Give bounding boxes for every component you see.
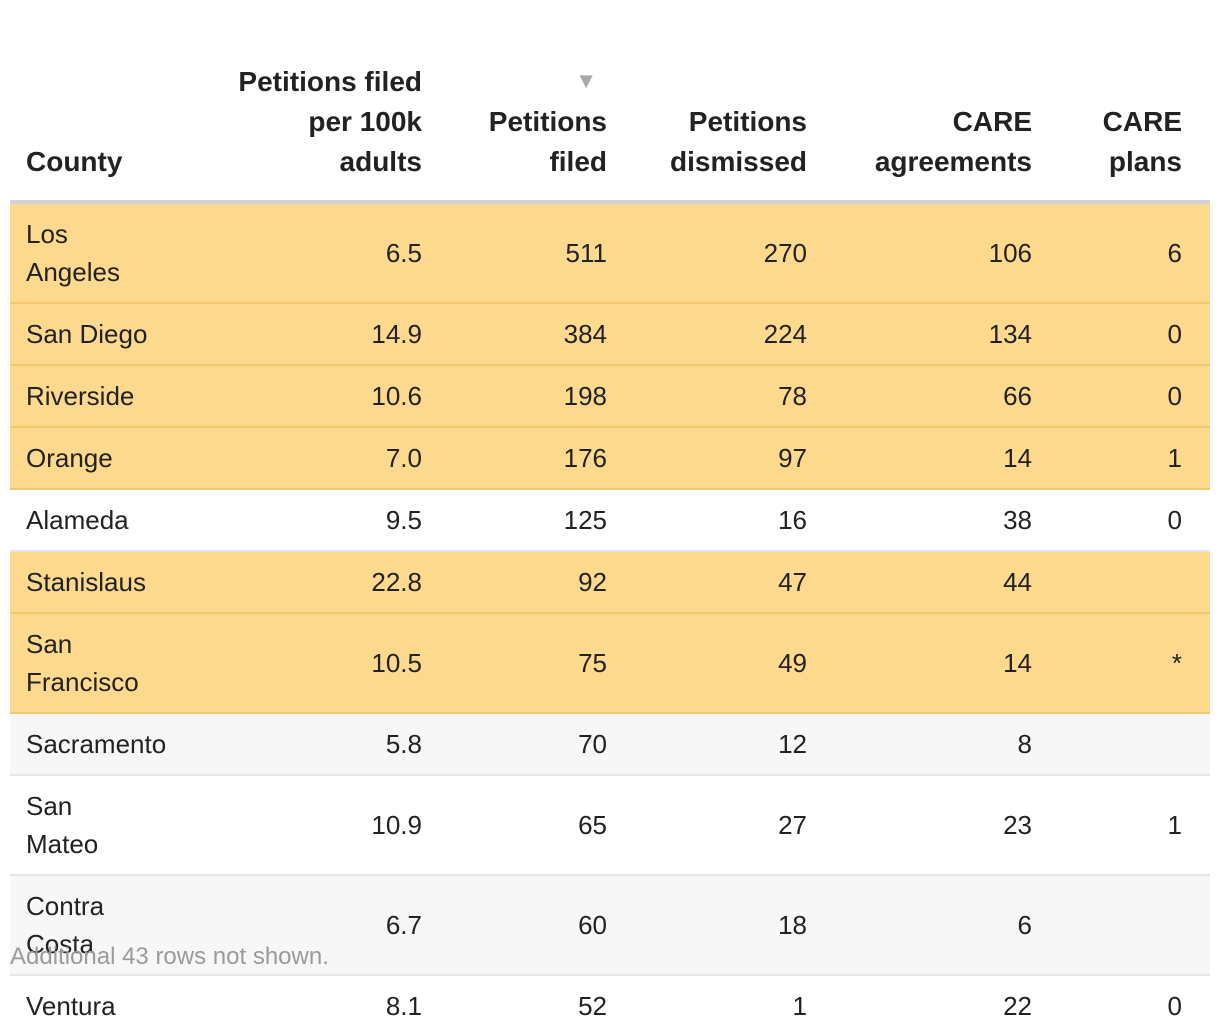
column-header-petitions-filed[interactable]: ▼ Petitions filed	[450, 0, 635, 204]
table-row: San Mateo 10.9 65 27 23 1	[10, 775, 1210, 876]
cell-petitions-per-100k: 10.6	[210, 365, 450, 428]
table-row: Orange 7.0 176 97 14 1	[10, 427, 1210, 490]
cell-petitions-dismissed: 270	[635, 202, 835, 304]
cell-petitions-per-100k: 8.1	[210, 975, 450, 1036]
column-header-petitions-per-100k[interactable]: Petitions filed per 100k adults	[210, 0, 450, 204]
cell-petitions-dismissed: 12	[635, 713, 835, 776]
cell-care-agreements: 22	[835, 975, 1060, 1036]
cell-petitions-dismissed: 224	[635, 303, 835, 366]
cell-care-plans	[1060, 551, 1210, 614]
table-header: County Petitions filed per 100k adults ▼ Pe…	[10, 0, 1210, 204]
cell-petitions-filed: 70	[450, 713, 635, 776]
cell-petitions-per-100k: 22.8	[210, 551, 450, 614]
column-header-care-agreements[interactable]: CARE agreements	[835, 0, 1060, 204]
cell-county: Ventura	[10, 975, 210, 1036]
cell-care-agreements: 8	[835, 713, 1060, 776]
cell-petitions-dismissed: 49	[635, 613, 835, 714]
cell-county: San Mateo	[10, 775, 210, 876]
cell-care-agreements: 44	[835, 551, 1060, 614]
cell-petitions-dismissed: 1	[635, 975, 835, 1036]
column-header-petitions-dismissed[interactable]: Petitions dismissed	[635, 0, 835, 204]
cell-care-plans: 0	[1060, 365, 1210, 428]
table-row: San Diego 14.9 384 224 134 0	[10, 303, 1210, 366]
cell-petitions-per-100k: 6.5	[210, 202, 450, 304]
cell-care-agreements: 23	[835, 775, 1060, 876]
cell-county: San Francisco	[10, 613, 210, 714]
table-body: Los Angeles 6.5 511 270 106 6 San Diego 14.9 384…	[10, 202, 1210, 1036]
column-header-label: County	[26, 146, 123, 177]
cell-care-plans: 1	[1060, 775, 1210, 876]
cell-care-agreements: 14	[835, 613, 1060, 714]
cell-county: Alameda	[10, 489, 210, 552]
cell-petitions-dismissed: 16	[635, 489, 835, 552]
cell-petitions-dismissed: 78	[635, 365, 835, 428]
table-row: Alameda 9.5 125 16 38 0	[10, 489, 1210, 552]
cell-petitions-per-100k: 9.5	[210, 489, 450, 552]
column-header-care-plans[interactable]: CARE plans	[1060, 0, 1210, 204]
header-row: County Petitions filed per 100k adults ▼ Pe…	[10, 0, 1210, 204]
cell-care-plans	[1060, 713, 1210, 776]
cell-care-plans: 0	[1060, 489, 1210, 552]
table-row: Ventura 8.1 52 1 22 0	[10, 975, 1210, 1036]
table-row: Sacramento 5.8 70 12 8	[10, 713, 1210, 776]
table-row: Stanislaus 22.8 92 47 44	[10, 551, 1210, 614]
column-header-label: CARE plans	[1102, 106, 1182, 177]
cell-county: Orange	[10, 427, 210, 490]
cell-petitions-filed: 125	[450, 489, 635, 552]
cell-petitions-per-100k: 7.0	[210, 427, 450, 490]
cell-care-plans	[1060, 875, 1210, 976]
column-header-label: Petitions dismissed	[670, 106, 807, 177]
cell-county: Stanislaus	[10, 551, 210, 614]
cell-care-plans: 1	[1060, 427, 1210, 490]
cell-petitions-filed: 384	[450, 303, 635, 366]
cell-petitions-per-100k: 6.7	[210, 875, 450, 976]
cell-petitions-filed: 92	[450, 551, 635, 614]
cell-county: Contra Costa	[10, 875, 210, 976]
cell-care-plans: 6	[1060, 202, 1210, 304]
sort-descending-icon: ▼	[575, 68, 597, 93]
cell-petitions-dismissed: 47	[635, 551, 835, 614]
cell-county: Riverside	[10, 365, 210, 428]
cell-petitions-filed: 52	[450, 975, 635, 1036]
county-data-table: County Petitions filed per 100k adults ▼ Pe…	[10, 0, 1210, 1036]
cell-petitions-per-100k: 10.9	[210, 775, 450, 876]
cell-petitions-per-100k: 5.8	[210, 713, 450, 776]
table-row: Contra Costa 6.7 60 18 6	[10, 875, 1210, 976]
cell-petitions-filed: 75	[450, 613, 635, 714]
cell-petitions-filed: 176	[450, 427, 635, 490]
cell-care-agreements: 66	[835, 365, 1060, 428]
cell-care-agreements: 134	[835, 303, 1060, 366]
cell-petitions-per-100k: 14.9	[210, 303, 450, 366]
table-row: San Francisco 10.5 75 49 14 *	[10, 613, 1210, 714]
column-header-label: Petitions filed	[488, 106, 607, 177]
cell-care-agreements: 14	[835, 427, 1060, 490]
cell-care-agreements: 106	[835, 202, 1060, 304]
cell-petitions-filed: 65	[450, 775, 635, 876]
table-container: County Petitions filed per 100k adults ▼ Pe…	[10, 0, 1210, 1036]
table-row: Los Angeles 6.5 511 270 106 6	[10, 202, 1210, 304]
cell-petitions-dismissed: 18	[635, 875, 835, 976]
column-header-county[interactable]: County	[10, 0, 210, 204]
cell-petitions-filed: 511	[450, 202, 635, 304]
column-header-label: Petitions filed per 100k adults	[238, 66, 422, 177]
cell-petitions-per-100k: 10.5	[210, 613, 450, 714]
cell-care-plans: 0	[1060, 975, 1210, 1036]
cell-petitions-dismissed: 27	[635, 775, 835, 876]
cell-care-plans: *	[1060, 613, 1210, 714]
cell-county: Los Angeles	[10, 202, 210, 304]
cell-care-plans: 0	[1060, 303, 1210, 366]
cell-petitions-filed: 60	[450, 875, 635, 976]
rows-not-shown-note: Additional 43 rows not shown.	[10, 943, 329, 970]
table-row: Riverside 10.6 198 78 66 0	[10, 365, 1210, 428]
cell-care-agreements: 38	[835, 489, 1060, 552]
cell-petitions-filed: 198	[450, 365, 635, 428]
column-header-label: CARE agreements	[874, 106, 1032, 177]
cell-county: San Diego	[10, 303, 210, 366]
cell-care-agreements: 6	[835, 875, 1060, 976]
cell-petitions-dismissed: 97	[635, 427, 835, 490]
cell-county: Sacramento	[10, 713, 210, 776]
